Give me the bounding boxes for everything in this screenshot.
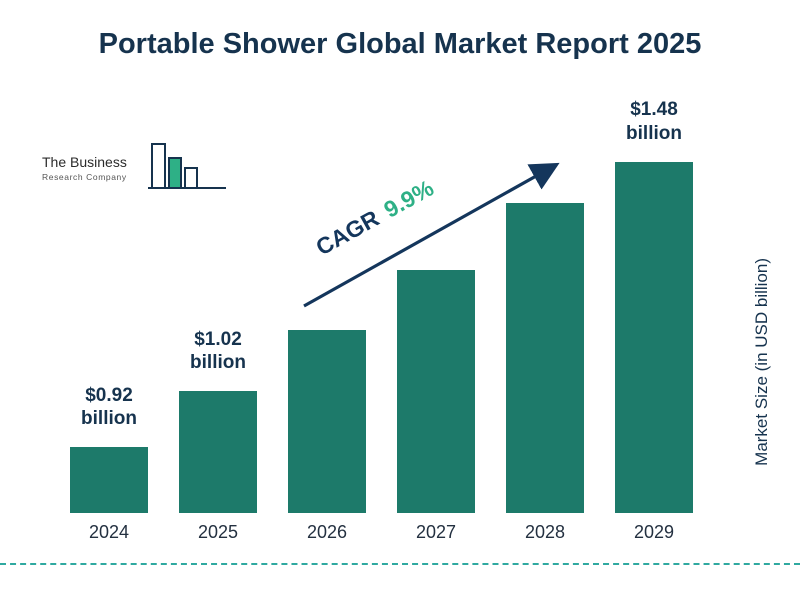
market-size-bar-chart: $0.92 billion 2024 $1.02 billion 2025 2026 2027… (70, 98, 710, 545)
bar-chart-logo-icon (148, 143, 226, 189)
x-tick-label-2028: 2028 (524, 522, 566, 542)
bar-column-2025: $1.02 billion 2025 (179, 98, 257, 545)
bar-value-label: $0.92 billion (81, 384, 137, 430)
logo-line-2: Research Company (42, 172, 127, 182)
x-tick-label-2025: 2025 (197, 522, 239, 542)
x-tick-label-2024: 2024 (88, 522, 130, 542)
bar-column-2029: $1.48 billion 2029 (615, 98, 693, 545)
x-tick-label-2027: 2027 (415, 522, 457, 542)
bar-column-2024: $0.92 billion 2024 (70, 98, 148, 545)
bar-column-2028: 2028 (506, 98, 584, 545)
company-logo-text: The Business Research Company (42, 154, 127, 182)
bar-2028 (506, 203, 584, 513)
bar-2024 (70, 447, 148, 513)
logo-line-1: The Business (42, 154, 127, 170)
bar-value-label: $1.48 billion (626, 99, 682, 144)
bar-2025 (179, 391, 257, 513)
x-tick-label-2029: 2029 (633, 522, 675, 542)
bottom-dashed-divider (0, 563, 800, 565)
bars-container: $0.92 billion 2024 $1.02 billion 2025 2026 2027… (70, 98, 710, 545)
page-title: Portable Shower Global Market Report 202… (98, 28, 702, 60)
company-logo: The Business Research Company (42, 140, 232, 200)
bar-2029 (615, 161, 693, 513)
bar-2026 (288, 330, 366, 513)
bar-column-2027: 2027 (397, 98, 475, 545)
bar-column-2026: 2026 (288, 98, 366, 545)
bar-value-label: $1.02 billion (190, 328, 246, 374)
y-axis-label: Market Size (in USD billion) (752, 258, 771, 466)
bar-2027 (397, 270, 475, 513)
x-tick-label-2026: 2026 (306, 522, 348, 542)
